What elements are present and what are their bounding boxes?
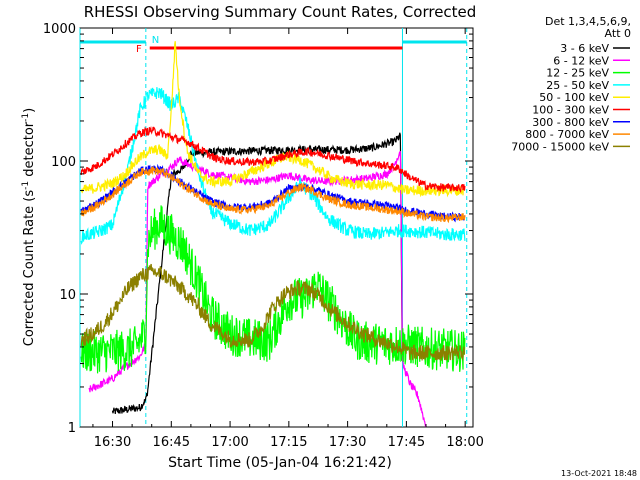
- x-tick-label: 16:30: [94, 435, 131, 450]
- x-tick-label: 16:45: [153, 435, 190, 450]
- flag-f-label: F: [136, 44, 142, 55]
- y-axis-label-mid: detector: [22, 121, 37, 181]
- series-line-2: [80, 205, 466, 374]
- x-axis-label: Start Time (05-Jan-04 16:21:42): [168, 455, 392, 471]
- data-series-layer: [80, 41, 466, 428]
- legend-label: 12 - 25 keV: [546, 67, 609, 80]
- y-tick-label: 10: [59, 288, 76, 303]
- series-line-5: [80, 126, 466, 193]
- legend-label: 3 - 6 keV: [560, 42, 609, 55]
- legend-label: 800 - 7000 keV: [525, 128, 609, 141]
- legend-label: 100 - 300 keV: [532, 104, 609, 117]
- instrument-flags: NF: [79, 28, 468, 427]
- generation-timestamp: 13-Oct-2021 18:48: [561, 469, 637, 478]
- y-tick-label: 1: [68, 421, 76, 436]
- series-line-3: [80, 87, 466, 245]
- series-line-1: [88, 151, 427, 428]
- legend-label: 25 - 50 keV: [546, 79, 609, 92]
- legend-label: 6 - 12 keV: [553, 54, 609, 67]
- flag-n-label: N: [152, 35, 159, 46]
- y-tick-label: 1000: [43, 22, 76, 37]
- plot-frame: [79, 27, 474, 428]
- legend-label: 50 - 100 keV: [539, 91, 609, 104]
- y-axis-label-main: Corrected Count Rate (s: [22, 190, 37, 347]
- y-tick-label: 100: [51, 155, 76, 170]
- legend-label: 7000 - 15000 keV: [511, 140, 609, 153]
- chart-title: RHESSI Observing Summary Count Rates, Co…: [84, 3, 477, 21]
- axis-ticks: 16:30 16:45 17:00 17:15 17:30 17:45 18:00 1 10 10…: [43, 22, 484, 450]
- series-line-7: [80, 166, 466, 224]
- x-tick-label: 17:00: [211, 435, 248, 450]
- legend-label: 300 - 800 keV: [532, 116, 609, 129]
- y-axis-label: Corrected Count Rate (s-1 detector-1): [21, 108, 37, 346]
- legend-header-line1: Det 1,3,4,5,6,9,: [545, 15, 631, 28]
- x-tick-label: 18:00: [446, 435, 483, 450]
- x-tick-label: 17:30: [329, 435, 366, 450]
- series-line-8: [80, 263, 466, 362]
- series-line-4: [80, 41, 466, 198]
- y-axis-label-end: ): [22, 108, 37, 113]
- legend-header-line2: Att 0: [605, 27, 631, 40]
- x-tick-label: 17:45: [388, 435, 425, 450]
- y-axis-label-sup2: -1: [21, 113, 31, 122]
- x-tick-label: 17:15: [270, 435, 307, 450]
- y-axis-label-sup1: -1: [21, 181, 31, 190]
